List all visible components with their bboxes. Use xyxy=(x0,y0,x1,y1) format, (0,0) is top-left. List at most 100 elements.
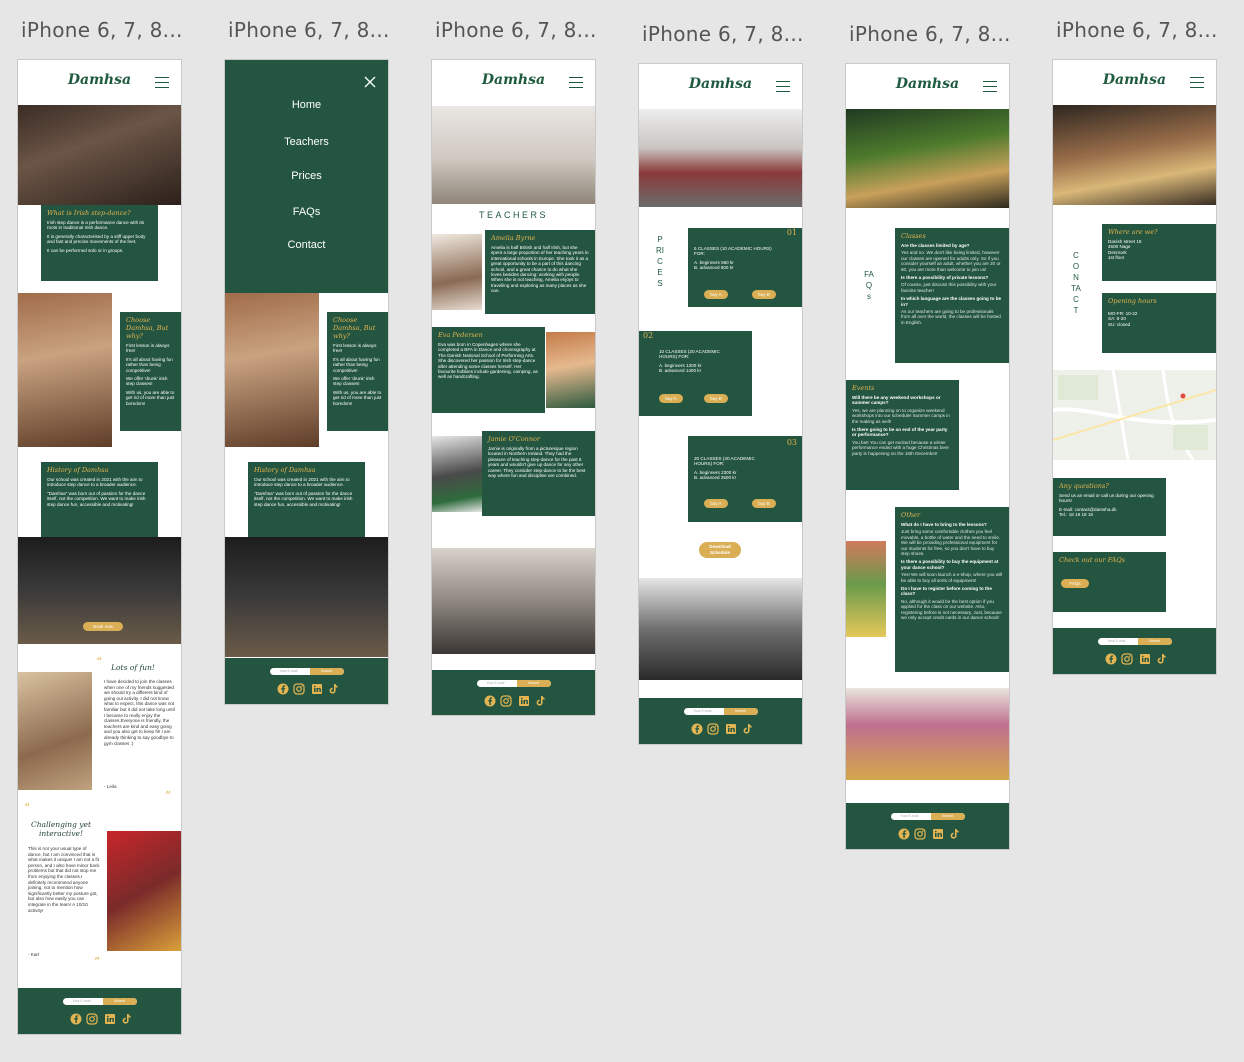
linkedin-icon[interactable] xyxy=(725,723,737,735)
newsletter-form: Your E-mail Submit xyxy=(683,708,758,715)
hours-box: Opening hours MO-FR: 10-22 SA: 8-20 SU: … xyxy=(1102,293,1216,353)
social-links xyxy=(691,723,753,735)
menu-icon[interactable] xyxy=(1190,77,1204,88)
email-input[interactable]: Your E-mail xyxy=(486,681,505,685)
nav-overlay: Home Teachers Prices FAQs Contact xyxy=(225,60,388,293)
social-links xyxy=(277,683,339,695)
linkedin-icon[interactable] xyxy=(104,1013,116,1025)
plan-3-price-a: A. beginners 2300 kr xyxy=(694,469,737,475)
contact-phone[interactable]: Tel.: 18 18 18 18 xyxy=(1059,512,1093,518)
faq-q: What do I have to bring to the lessons? xyxy=(901,522,987,527)
faq-q: Will there be any weekend workshops or s… xyxy=(852,395,941,406)
social-links xyxy=(484,695,546,707)
faq-link-title: Check out our FAQs xyxy=(1059,556,1126,564)
email-input[interactable]: Your E-mail xyxy=(1107,639,1126,643)
newsletter-form: Your E-mail Submit xyxy=(476,680,551,687)
plan-1-card: 01 5 CLASSES (10 ACADEMIC HOURS) FOR: A.… xyxy=(688,228,802,307)
plan-2-buy-a-button[interactable]: buy A xyxy=(659,394,683,403)
logo[interactable]: Damhsa xyxy=(1102,72,1167,88)
logo[interactable]: Damhsa xyxy=(688,76,753,92)
plan-3-buy-a-button[interactable]: buy A xyxy=(704,499,728,508)
email-input[interactable]: Your E-mail xyxy=(279,669,298,673)
instagram-icon[interactable] xyxy=(706,723,719,735)
faq-q: Is there a possibility of private lesson… xyxy=(901,275,989,281)
tiktok-icon[interactable] xyxy=(534,695,546,707)
facebook-icon[interactable] xyxy=(484,695,496,707)
teachers-frame: Damhsa TEACHERS Amelia Byrne Amelia is h… xyxy=(432,60,595,715)
plan-2-buy-b-button[interactable]: buy B xyxy=(704,394,728,403)
nav-teachers[interactable]: Teachers xyxy=(284,136,329,148)
newsletter-form: Your E-mail Submit xyxy=(1097,638,1172,645)
faqs-button[interactable]: FAQs xyxy=(1061,579,1089,588)
plan-3-buy-b-button[interactable]: buy B xyxy=(752,499,776,508)
book-now-button[interactable]: Book now xyxy=(83,622,123,631)
instagram-icon[interactable] xyxy=(292,683,305,695)
header: Damhsa xyxy=(639,64,802,110)
download-schedule-button[interactable]: Download Schedule xyxy=(699,542,741,558)
tiktok-icon[interactable] xyxy=(120,1013,132,1025)
address-line-1: Danish street 18 xyxy=(1108,239,1142,244)
what-text-3: It can be performed solo or in groups. xyxy=(47,247,124,253)
nav-home[interactable]: Home xyxy=(291,99,322,111)
contact-email[interactable]: E-mail: contact@damsha.dk xyxy=(1059,506,1117,512)
submit-button[interactable]: Submit xyxy=(1137,638,1172,645)
instagram-icon[interactable] xyxy=(913,828,926,840)
why-item-3: We offer 'drunk' irish step classes! xyxy=(126,376,168,387)
plan-1-classes: 5 CLASSES (10 ACADEMIC HOURS) FOR: xyxy=(694,246,772,257)
linkedin-icon[interactable] xyxy=(932,828,944,840)
linkedin-icon[interactable] xyxy=(518,695,530,707)
nav-prices[interactable]: Prices xyxy=(291,170,322,182)
faq-events-box: Events Will there be any weekend worksho… xyxy=(846,380,959,490)
instagram-icon[interactable] xyxy=(499,695,512,707)
frame-label-faqs: iPhone 6, 7, 8... xyxy=(849,22,1011,46)
frame-label-menu: iPhone 6, 7, 8... xyxy=(228,18,390,42)
social-links xyxy=(70,1013,132,1025)
submit-button[interactable]: Submit xyxy=(102,998,137,1005)
tiktok-icon[interactable] xyxy=(948,828,960,840)
email-input[interactable]: Your E-mail xyxy=(693,709,712,713)
facebook-icon[interactable] xyxy=(691,723,703,735)
facebook-icon[interactable] xyxy=(898,828,910,840)
why-item-2: It's all about having fun rather than be… xyxy=(333,356,380,373)
submit-button[interactable]: Submit xyxy=(930,813,965,820)
tiktok-icon[interactable] xyxy=(1155,653,1167,665)
menu-icon[interactable] xyxy=(983,81,997,92)
nav-faqs[interactable]: FAQs xyxy=(292,206,321,218)
linkedin-icon[interactable] xyxy=(1139,653,1151,665)
nav-contact[interactable]: Contact xyxy=(287,239,326,251)
email-input[interactable]: Your E-mail xyxy=(72,999,91,1003)
menu-icon[interactable] xyxy=(776,81,790,92)
why-item-3: We offer 'drunk' irish step classes! xyxy=(333,376,375,387)
facebook-icon[interactable] xyxy=(1105,653,1117,665)
close-icon[interactable] xyxy=(364,76,376,88)
where-box: Where are we? Danish street 18 4500 Nage… xyxy=(1102,224,1216,281)
logo[interactable]: Damhsa xyxy=(67,72,132,88)
plan-1-buy-a-button[interactable]: buy A xyxy=(704,290,728,299)
logo[interactable]: Damhsa xyxy=(895,76,960,92)
logo[interactable]: Damhsa xyxy=(481,72,546,88)
hours-title: Opening hours xyxy=(1108,297,1157,305)
tiktok-icon[interactable] xyxy=(741,723,753,735)
instagram-icon[interactable] xyxy=(1120,653,1133,665)
plan-1-buy-b-button[interactable]: buy B xyxy=(752,290,776,299)
faq-q: Do I have to register before coming to t… xyxy=(901,586,992,597)
map[interactable] xyxy=(1053,370,1216,460)
plan-3-number: 03 xyxy=(786,438,797,447)
instagram-icon[interactable] xyxy=(85,1013,98,1025)
prices-heading: PRICES xyxy=(656,235,664,288)
faq-a: You bet! You can get excited because a w… xyxy=(852,439,950,456)
facebook-icon[interactable] xyxy=(277,683,289,695)
menu-icon[interactable] xyxy=(155,77,169,88)
tiktok-icon[interactable] xyxy=(327,683,339,695)
social-links xyxy=(1105,653,1167,665)
linkedin-icon[interactable] xyxy=(311,683,323,695)
menu-icon[interactable] xyxy=(569,77,583,88)
submit-button[interactable]: Submit xyxy=(309,668,344,675)
why-title: Choose Damhsa, But why? xyxy=(333,316,376,340)
submit-button[interactable]: Submit xyxy=(516,680,551,687)
facebook-icon[interactable] xyxy=(70,1013,82,1025)
submit-button[interactable]: Submit xyxy=(723,708,758,715)
teacher-2-bio: Eva was born in Copenhagen where she com… xyxy=(438,342,538,380)
email-input[interactable]: Your E-mail xyxy=(900,814,919,818)
faqs-street-image xyxy=(846,541,886,637)
